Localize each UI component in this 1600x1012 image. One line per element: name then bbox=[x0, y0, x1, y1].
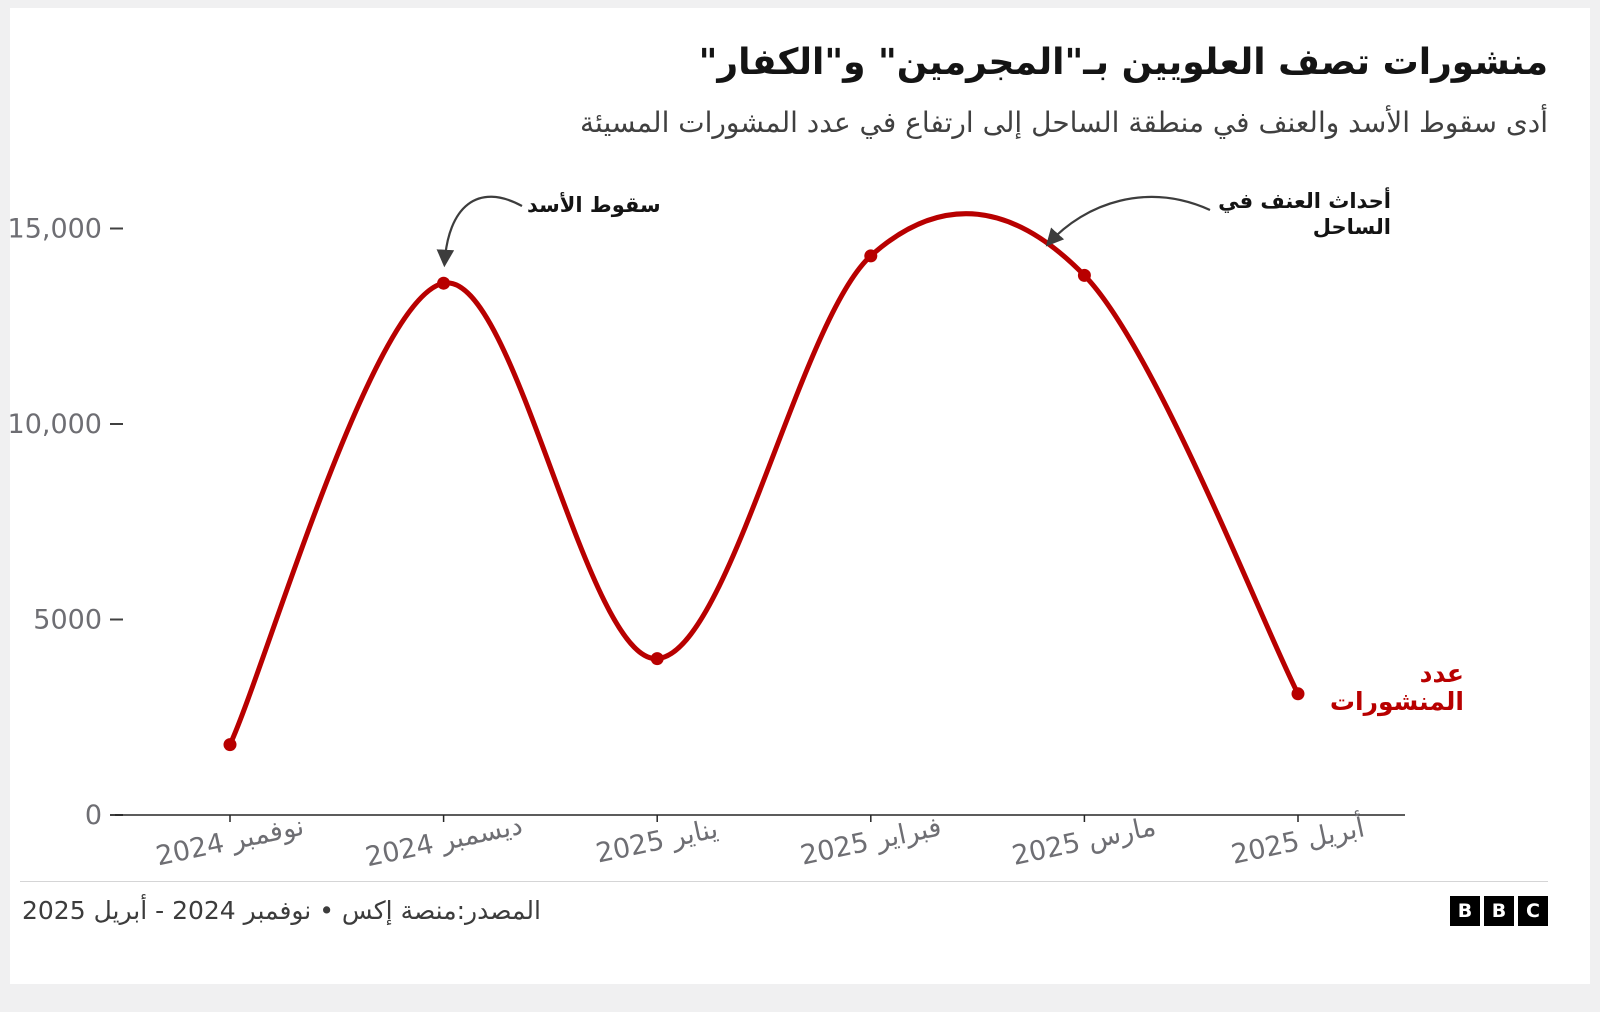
y-tick-label: 0 bbox=[85, 800, 102, 831]
bbc-logo-block: B bbox=[1450, 896, 1480, 926]
series-label: عدد المنشورات bbox=[1329, 659, 1464, 716]
data-point bbox=[1291, 687, 1305, 701]
series-line bbox=[227, 211, 1301, 748]
annotation-fall-of-assad: سقوط الأسد bbox=[527, 193, 661, 217]
bbc-logo-block: C bbox=[1518, 896, 1548, 926]
data-point bbox=[1077, 268, 1091, 282]
line-chart-svg: 0 5000 10,000 15,000 bbox=[10, 195, 1405, 831]
source-text: المصدر:منصة إكس • نوفمبر 2024 - أبريل 20… bbox=[22, 896, 541, 925]
annotation-arrow-coastal-violence bbox=[1045, 196, 1211, 247]
y-tick-label: 15,000 bbox=[10, 214, 102, 245]
footer-divider bbox=[20, 881, 1548, 882]
y-tick-label: 5000 bbox=[33, 605, 102, 636]
bbc-logo-block: B bbox=[1484, 896, 1514, 926]
annotation-arrow-fall-of-assad bbox=[436, 195, 523, 268]
y-tick-label: 10,000 bbox=[10, 409, 102, 440]
data-point bbox=[864, 249, 878, 263]
bbc-logo: B B C bbox=[1450, 896, 1548, 926]
chart-card: منشورات تصف العلويين بـ"المجرمين" و"الكف… bbox=[10, 8, 1590, 984]
page-title: منشورات تصف العلويين بـ"المجرمين" و"الكف… bbox=[698, 42, 1548, 83]
data-point bbox=[437, 276, 451, 290]
data-point bbox=[650, 652, 664, 666]
annotation-coastal-violence: أحداث العنف في الساحل bbox=[1218, 189, 1391, 240]
chart-area: 0 5000 10,000 15,000 سقوط الأسد أحداث العنف… bbox=[10, 168, 1590, 884]
data-point bbox=[223, 738, 237, 752]
page-subtitle: أدى سقوط الأسد والعنف في منطقة الساحل إل… bbox=[579, 106, 1548, 139]
